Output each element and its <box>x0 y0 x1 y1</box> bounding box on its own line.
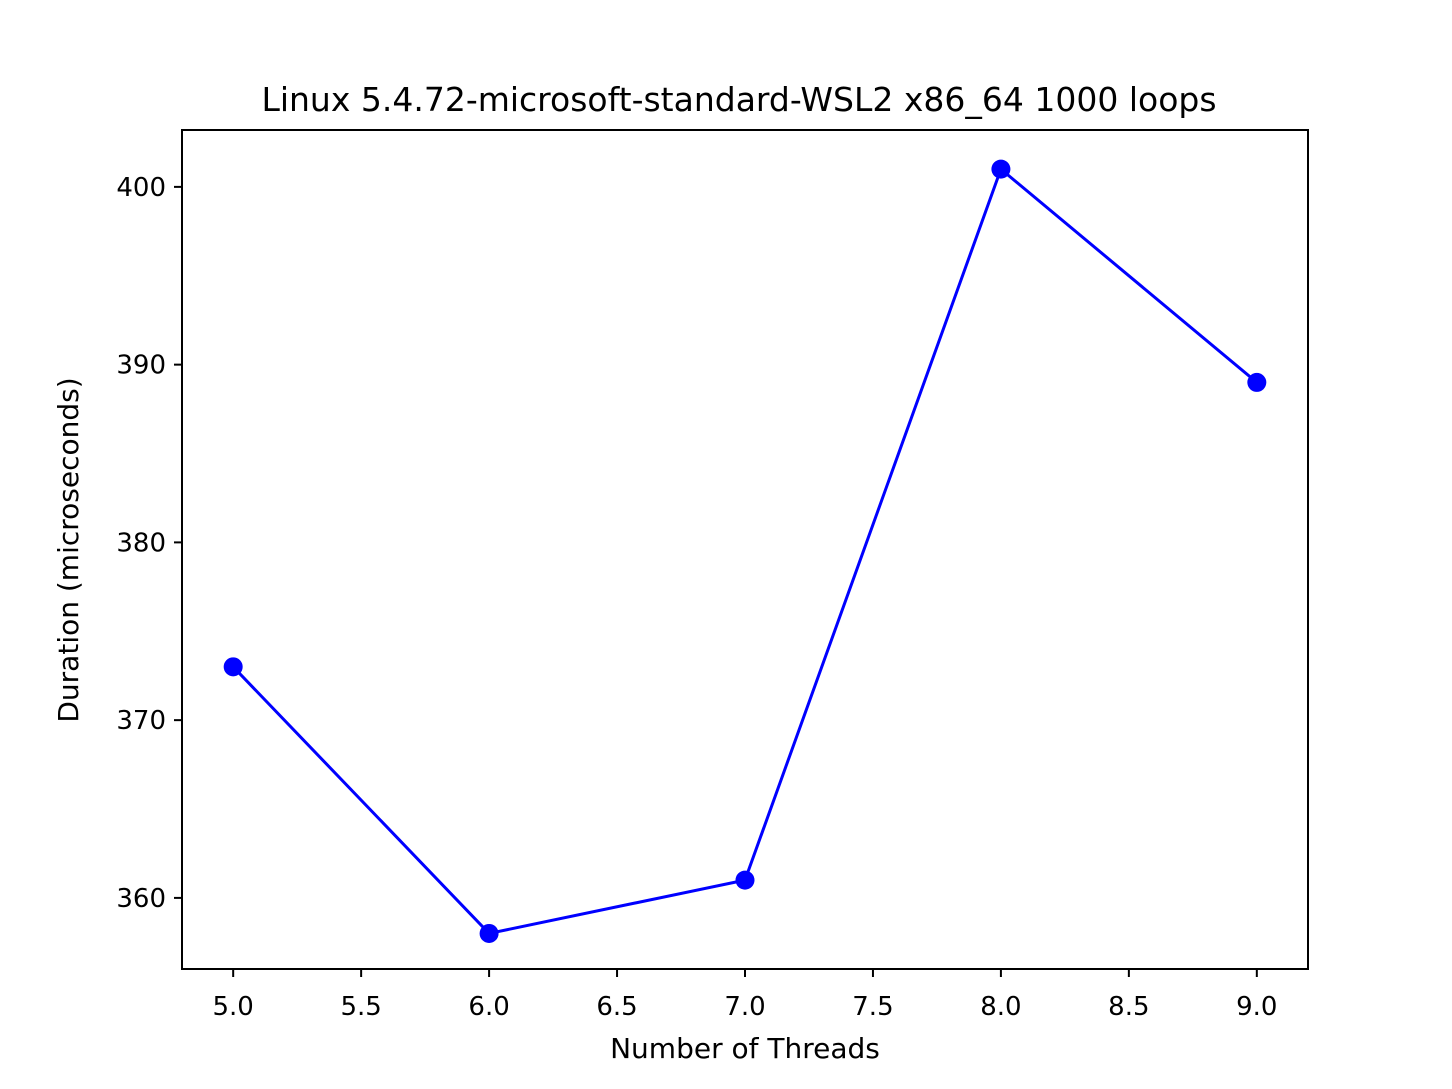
y-axis: 360 370 380 390 400 <box>116 173 182 914</box>
y-tick-label: 360 <box>116 884 166 914</box>
x-tick-label: 7.5 <box>852 992 893 1022</box>
x-tick-label: 5.0 <box>213 992 254 1022</box>
plot-area <box>223 159 1267 943</box>
x-tick-label: 8.0 <box>980 992 1021 1022</box>
x-axis: 5.0 5.5 6.0 6.5 7.0 7.5 8.0 8.5 9.0 <box>213 969 1277 1022</box>
data-point <box>735 870 755 890</box>
data-point <box>223 657 243 677</box>
data-point <box>991 159 1011 179</box>
chart-title: Linux 5.4.72-microsoft-standard-WSL2 x86… <box>261 80 1216 119</box>
series-line <box>232 167 1258 935</box>
y-tick-label: 380 <box>116 528 166 558</box>
data-point <box>479 923 499 943</box>
x-tick-label: 5.5 <box>340 992 381 1022</box>
x-axis-label: Number of Threads <box>610 1032 880 1065</box>
x-tick-label: 6.5 <box>596 992 637 1022</box>
x-tick-label: 9.0 <box>1236 992 1277 1022</box>
x-tick-label: 7.0 <box>724 992 765 1022</box>
y-tick-label: 390 <box>116 351 166 381</box>
y-tick-label: 370 <box>116 706 166 736</box>
x-tick-label: 8.5 <box>1108 992 1149 1022</box>
plot-frame <box>181 129 1309 970</box>
y-tick-label: 400 <box>116 173 166 203</box>
y-axis-label: Duration (microseconds) <box>52 377 85 722</box>
x-tick-label: 6.0 <box>468 992 509 1022</box>
data-point <box>1247 372 1267 392</box>
